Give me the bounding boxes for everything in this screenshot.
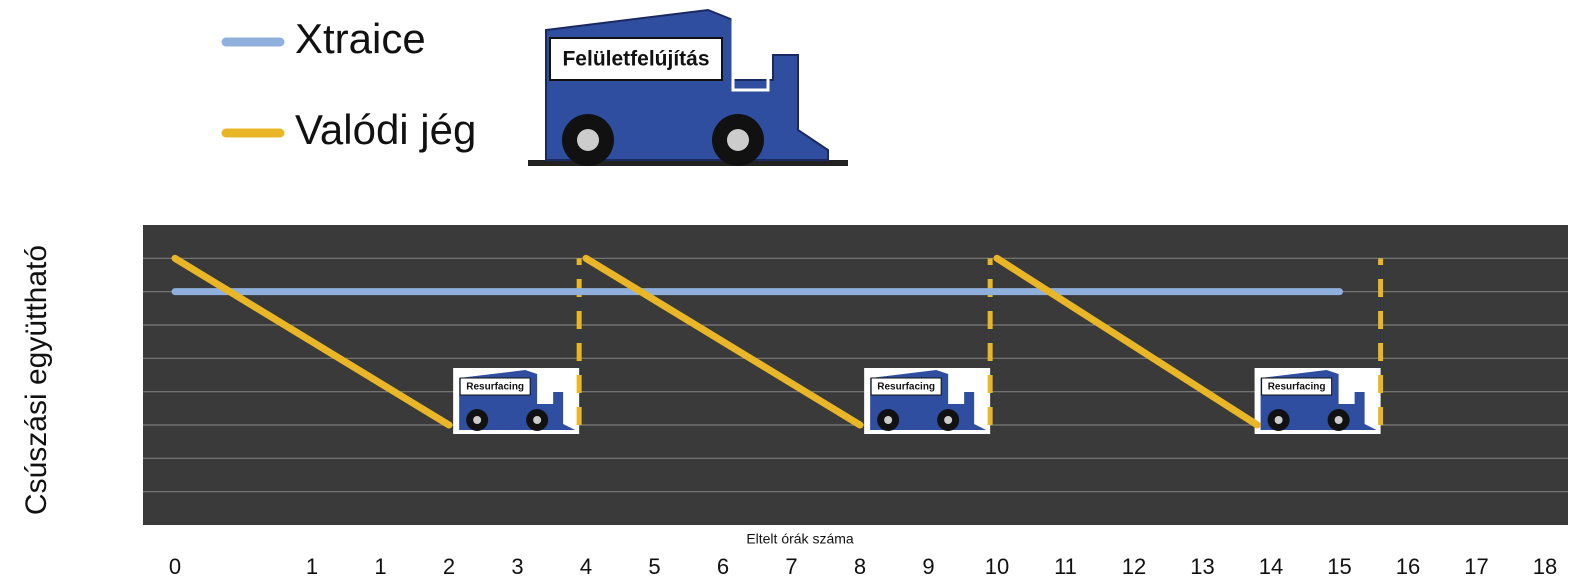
wheel-hub [473, 416, 482, 424]
truck-label: Resurfacing [877, 382, 935, 393]
x-tick-label: 14 [1259, 554, 1283, 579]
x-tick-label: 0 [169, 554, 181, 579]
x-tick-label: 7 [785, 554, 797, 579]
resurfacing-icon: Resurfacing [1254, 368, 1381, 434]
truck-label-box [870, 377, 942, 396]
x-tick-label: 3 [511, 554, 523, 579]
x-tick-label: 5 [648, 554, 660, 579]
y-axis-label: Csúszási együttható [20, 245, 53, 515]
truck-label-box [549, 37, 723, 81]
wheel-hub [727, 129, 749, 151]
x-tick-label: 13 [1190, 554, 1214, 579]
legend-label: Valódi jég [295, 106, 476, 153]
x-tick-label: 6 [717, 554, 729, 579]
x-tick-label: 1 [306, 554, 318, 579]
truck-label-box [459, 377, 531, 396]
truck-label-box [1261, 377, 1333, 396]
resurfacing-icon: Resurfacing [864, 368, 991, 434]
legend-truck-icon: Felületfelújítás [528, 8, 848, 166]
resurfacing-icon: Resurfacing [453, 368, 580, 434]
x-tick-label: 8 [854, 554, 866, 579]
x-tick-label: 10 [985, 554, 1009, 579]
x-tick-label: 11 [1054, 554, 1077, 579]
series-line [171, 254, 1261, 429]
wheel-hub [884, 416, 893, 424]
truck-label: Felületfelújítás [562, 48, 709, 71]
x-tick-label: 2 [443, 554, 455, 579]
legend-label: Xtraice [295, 15, 426, 62]
truck-label: Resurfacing [1268, 382, 1326, 393]
truck-cab [731, 16, 770, 92]
x-axis-label: Eltelt órák száma [746, 531, 854, 547]
wheel-hub [1334, 416, 1343, 424]
x-tick-label: 1 [374, 554, 386, 579]
wheel-hub [577, 129, 599, 151]
x-tick-label: 15 [1327, 554, 1351, 579]
x-tick-label: 4 [580, 554, 592, 579]
wheel-hub [533, 416, 542, 424]
x-tick-label: 18 [1533, 554, 1557, 579]
ground [528, 160, 848, 166]
wheel-hub [1274, 416, 1283, 424]
x-tick-label: 16 [1396, 554, 1420, 579]
x-tick-label: 12 [1122, 554, 1146, 579]
x-tick-label: 9 [922, 554, 934, 579]
truck-label: Resurfacing [466, 382, 524, 393]
wheel-hub [944, 416, 953, 424]
x-tick-label: 17 [1464, 554, 1488, 579]
